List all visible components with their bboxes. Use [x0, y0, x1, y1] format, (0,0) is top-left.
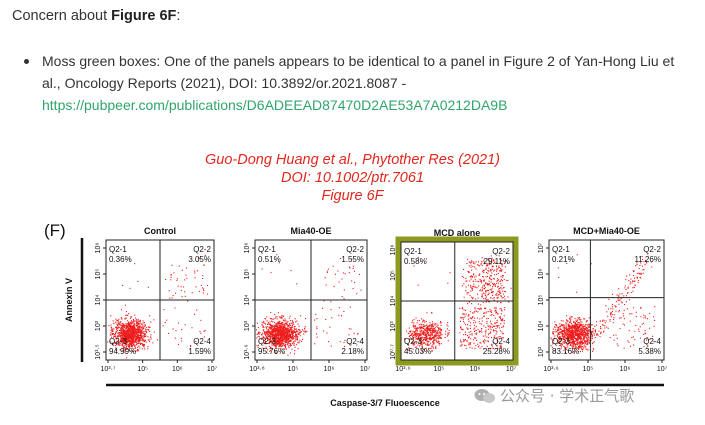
panel-2-q2-value: 1.55%	[341, 255, 364, 264]
heading-figure-ref: Figure 6F	[111, 8, 177, 24]
panel-3-q2-value: 29.11%	[483, 257, 510, 266]
panel-3-q3-value: 45.03%	[404, 347, 431, 356]
panel-2-y-tick-label: 10⁶	[244, 243, 251, 254]
panel-4-q4-name: Q2-4	[643, 337, 661, 346]
panel-1-title: Control	[144, 226, 176, 236]
panel-1-q2-name: Q2-2	[193, 245, 211, 254]
panel-4-y-tick-label: 10⁵	[538, 295, 545, 306]
panel-3-q3-name: Q2-3	[404, 337, 422, 346]
panel-2-y-tick-label: 10³	[244, 320, 251, 331]
panel-3-y-tick-label: 10⁵	[390, 270, 397, 281]
panel-1-q4-name: Q2-4	[193, 337, 211, 346]
panel-3-q2-name: Q2-2	[492, 247, 510, 256]
panel-4-q2-value: 11.26%	[634, 255, 661, 264]
bullet-description: Moss green boxes: One of the panels appe…	[42, 53, 675, 91]
citation-line-2: DOI: 10.1002/ptr.7061	[281, 170, 424, 186]
panel-4-q4-value: 5.38%	[638, 347, 661, 356]
panel-3-q1-name: Q2-1	[404, 247, 422, 256]
panel-3-highlight-box	[395, 236, 519, 366]
panel-2-x-tick-label: 10⁵	[288, 366, 299, 373]
panel-4-title: MCD+Mia40-OE	[573, 226, 640, 236]
panel-4-q1-value: 0.21%	[552, 255, 575, 264]
panel-3-title: MCD alone	[434, 228, 481, 238]
citation-line-1: Guo-Dong Huang et al., Phytother Res (20…	[205, 152, 500, 168]
panel-1-q1-value: 0.36%	[109, 255, 132, 264]
y-axis-label: Annexin V	[64, 278, 74, 322]
panel-1-q3-value: 94.99%	[109, 347, 136, 356]
panel-4-y-tick-label: 10⁶	[538, 269, 545, 280]
panel-3-q4-name: Q2-4	[492, 337, 510, 346]
panel-1-q4-value: 1.59%	[188, 347, 211, 356]
heading-prefix: Concern about	[12, 8, 112, 24]
bullet-text: Moss green boxes: One of the panels appe…	[42, 50, 692, 116]
panel-1-y-tick-label: 10¹·⁵	[95, 344, 102, 359]
panel-4-y-tick-label: 10⁷	[538, 242, 545, 253]
panel-2-q4-name: Q2-4	[346, 337, 364, 346]
panel-4-x-tick-label: 10³·⁶	[543, 366, 558, 373]
panel-4-q2-name: Q2-2	[643, 245, 661, 254]
panel-1-y-tick-label: 10⁵	[95, 269, 102, 280]
panel-3-x-tick-label: 10⁵	[434, 366, 445, 373]
panel-4-q3-value: 83.16%	[552, 347, 579, 356]
panel-4-x-tick-label: 10⁶	[620, 366, 631, 373]
bullet-dot-icon	[24, 59, 29, 64]
pubpeer-link[interactable]: https://pubpeer.com/publications/D6ADEEA…	[42, 97, 508, 113]
panel-2-title: Mia40-OE	[290, 226, 331, 236]
panel-2-x-tick-label: 10⁷	[360, 366, 371, 373]
panel-4-x-tick-label: 10⁷	[657, 366, 668, 373]
panel-3-x-tick-label: 10³·⁶	[395, 366, 410, 373]
panel-1-x-tick-label: 10⁵	[137, 366, 148, 373]
citation-line-3: Figure 6F	[321, 188, 384, 204]
panel-1-x-tick-label: 10⁶	[172, 366, 183, 373]
panel-1-x-tick-label: 10³·⁷	[101, 366, 116, 373]
concern-heading: Concern about Figure 6F:	[12, 8, 180, 24]
panel-1-scatter-points	[107, 254, 209, 359]
panel-3-y-tick-label: 10⁰·⁷	[389, 344, 397, 360]
panel-4-q1-name: Q2-1	[552, 245, 570, 254]
panel-2-y-tick-label: 10¹·⁶	[244, 344, 251, 359]
panel-2-y-tick-label: 10⁵	[244, 269, 251, 280]
panel-2-q2-name: Q2-2	[346, 245, 364, 254]
panel-4-y-tick-label: 10⁴	[538, 321, 545, 332]
panel-3-y-tick-label: 10³	[390, 321, 397, 332]
panel-2-q4-value: 2.18%	[341, 347, 364, 356]
panel-2-q3-value: 95.76%	[258, 347, 285, 356]
panel-3-scatter-points	[404, 255, 512, 353]
panel-2-q3-name: Q2-3	[258, 337, 276, 346]
panel-1-y-tick-label: 10³	[95, 320, 102, 331]
watermark-text: 公众号 · 学术正气歌	[500, 387, 635, 405]
x-axis-label: Caspase-3/7 Fluoescence	[330, 398, 440, 408]
panel-1-q1-name: Q2-1	[109, 245, 127, 254]
panel-2-q1-value: 0.51%	[258, 255, 281, 264]
panel-1-q3-name: Q2-3	[109, 337, 127, 346]
panel-1-x-tick-label: 10⁷	[207, 366, 218, 373]
panel-3-y-tick-label: 10⁴	[390, 296, 397, 307]
panel-2-q1-name: Q2-1	[258, 245, 276, 254]
panel-1-y-tick-label: 10⁶	[95, 243, 102, 254]
panel-2-x-tick-label: 10³·⁸	[249, 366, 264, 373]
panel-3-q4-value: 25.28%	[483, 347, 510, 356]
panel-3-x-tick-label: 10⁷	[506, 366, 517, 373]
panel-letter: (F)	[44, 221, 66, 240]
panel-2-x-tick-label: 10⁶	[324, 366, 335, 373]
panel-4-scatter-points	[550, 253, 656, 354]
heading-suffix: :	[176, 8, 181, 24]
panel-2-y-tick-label: 10⁴	[244, 295, 251, 306]
panel-3-x-tick-label: 10⁶	[470, 366, 481, 373]
panel-4-x-tick-label: 10⁵	[583, 366, 594, 373]
panel-1-q2-value: 3.05%	[188, 255, 211, 264]
panel-1-y-tick-label: 10⁴	[95, 295, 102, 306]
panel-4-q3-name: Q2-3	[552, 337, 570, 346]
panel-3-y-tick-label: 10⁶	[390, 245, 397, 256]
panel-2-scatter-points	[256, 254, 362, 356]
panel-4-y-tick-label: 10³	[538, 346, 545, 357]
wechat-icon	[474, 389, 495, 403]
panel-3-q1-value: 0.58%	[404, 257, 427, 266]
